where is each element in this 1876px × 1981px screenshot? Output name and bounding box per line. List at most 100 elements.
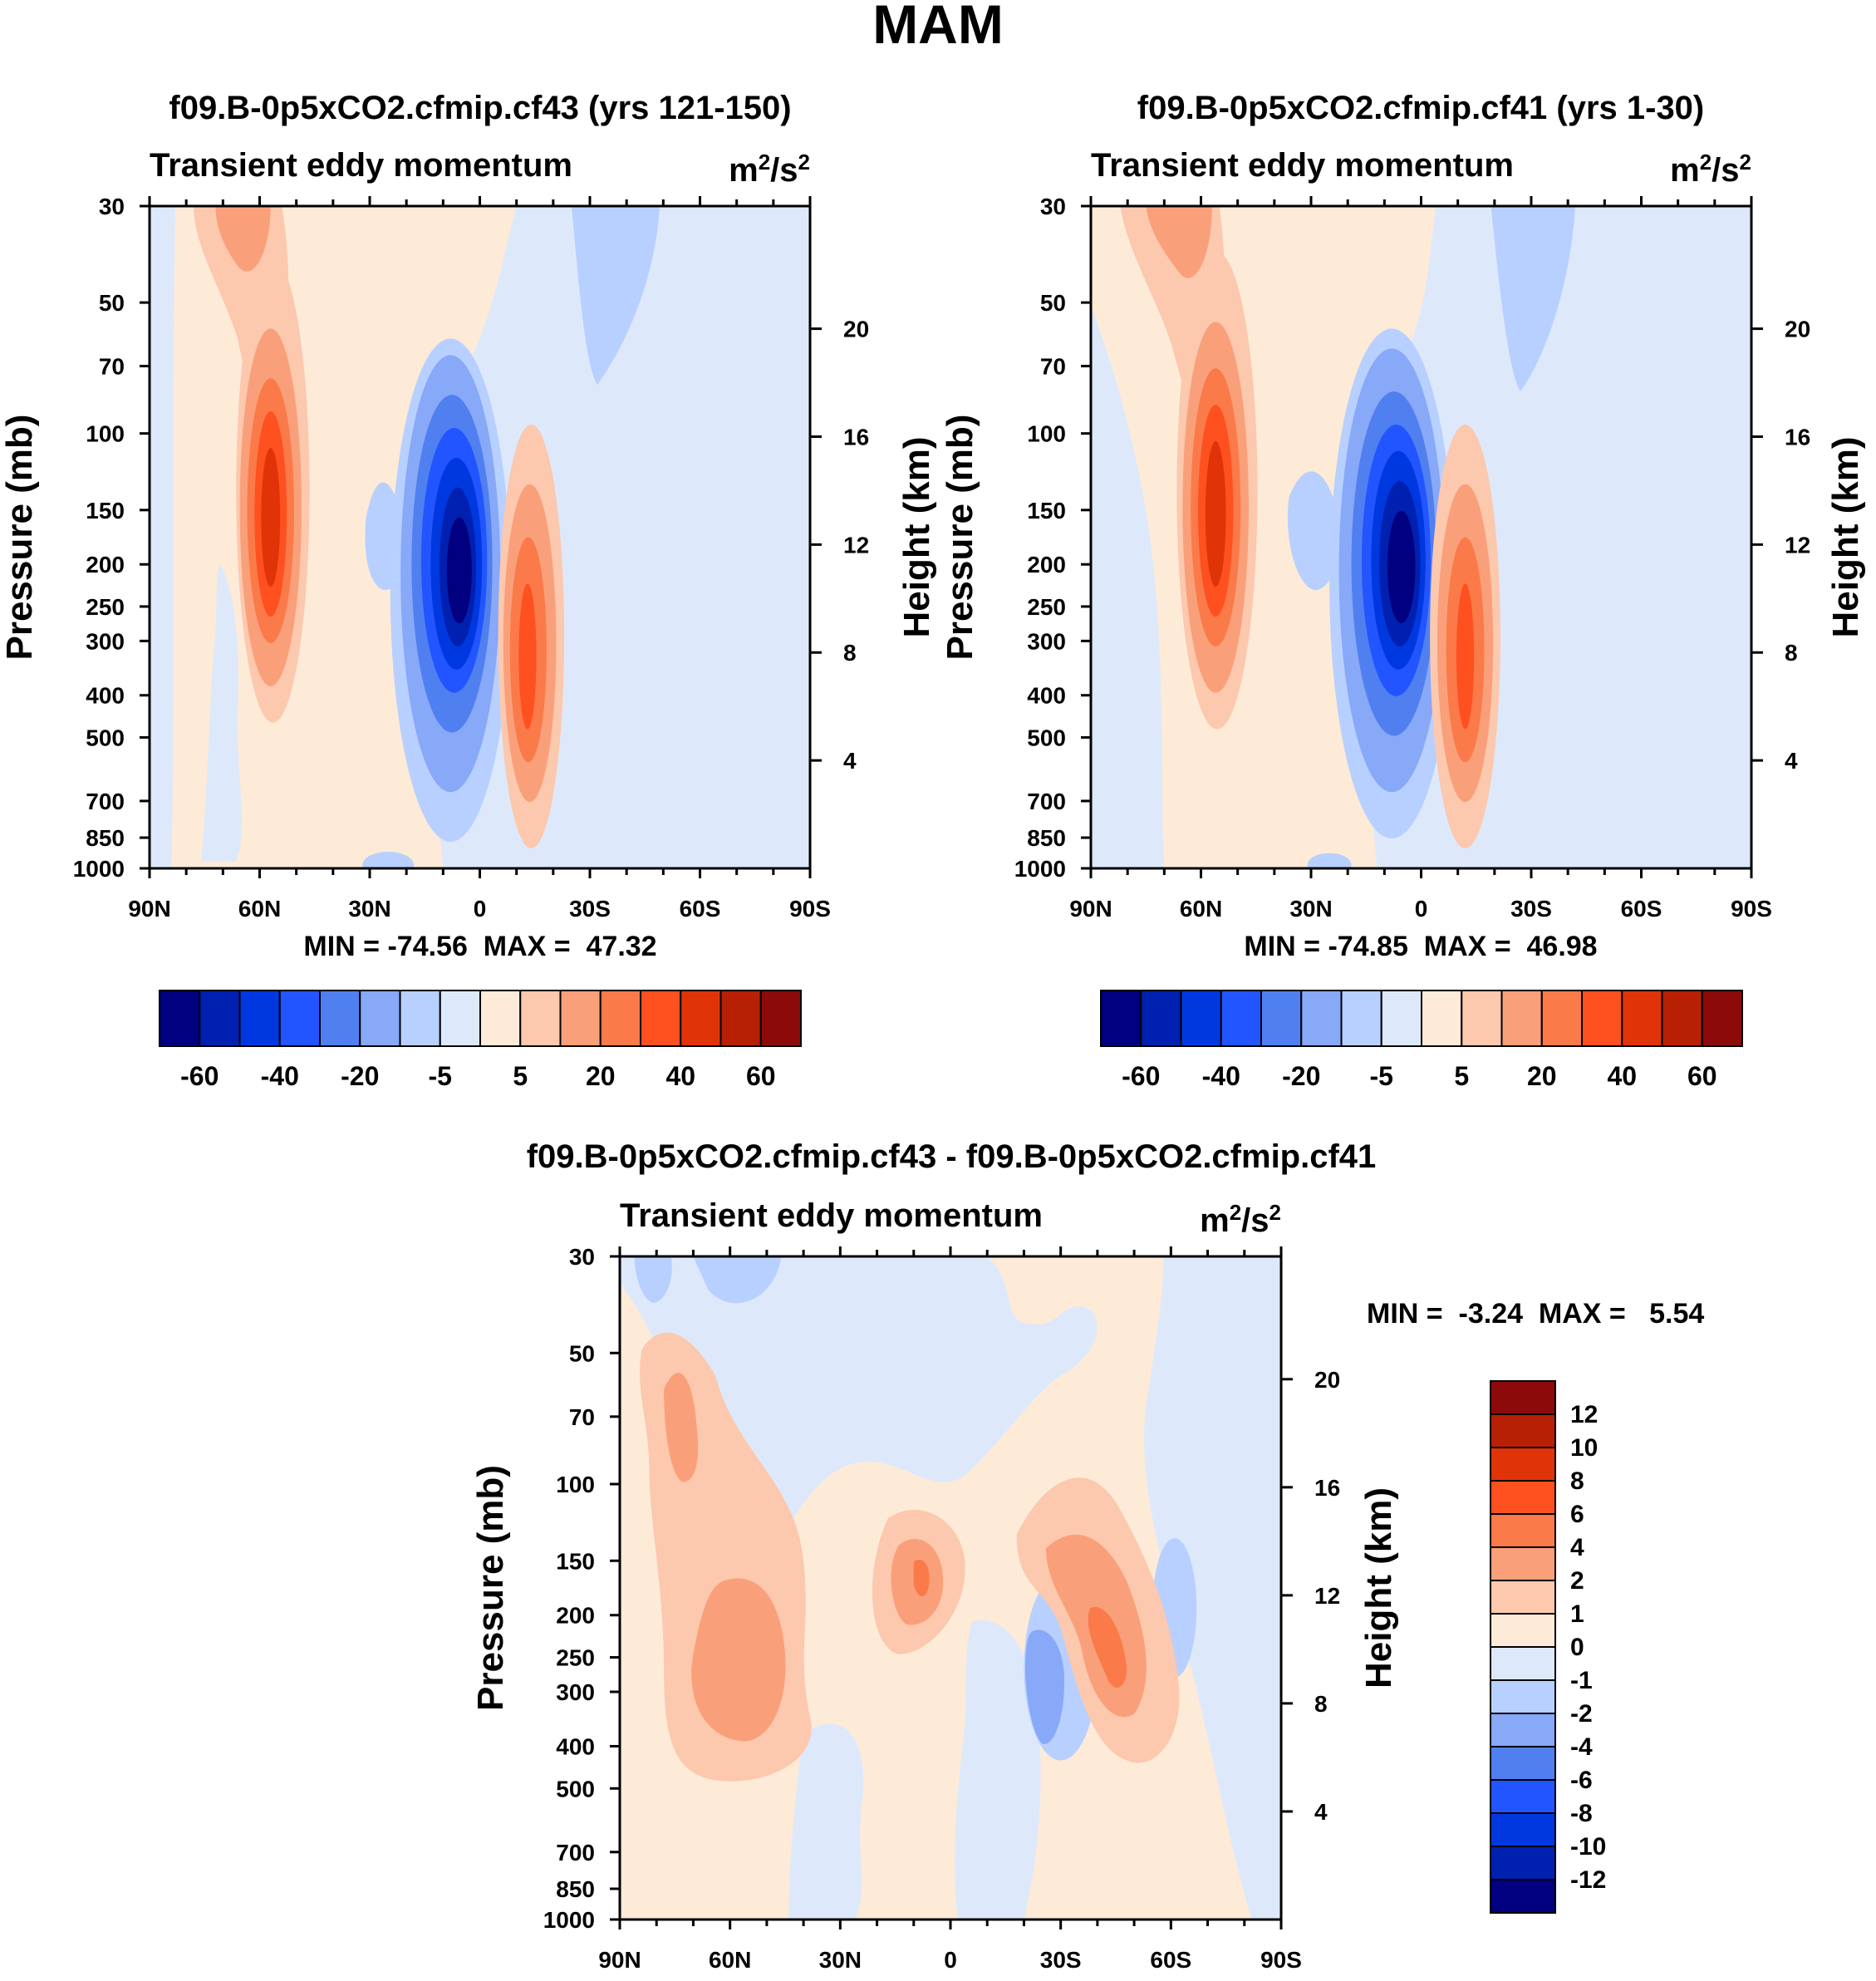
units-part: 2 bbox=[1700, 150, 1711, 175]
panel-2-title: f09.B-0p5xCO2.cfmip.cf41 (yrs 1-30) bbox=[1137, 90, 1705, 126]
pressure-tick-label: 200 bbox=[86, 552, 125, 578]
height-tick-label: 16 bbox=[1314, 1475, 1340, 1501]
colorbar-box bbox=[1490, 1846, 1556, 1880]
lat-tick-label: 90S bbox=[1731, 896, 1772, 922]
units-part: 2 bbox=[1269, 1200, 1281, 1225]
contour-band bbox=[200, 563, 242, 862]
panel-3-units: m2/s2 bbox=[1200, 1200, 1281, 1239]
panel-3-plot bbox=[620, 1256, 1281, 1920]
colorbar-label: -60 bbox=[1122, 1061, 1160, 1091]
panel-2-ylabel-left: Pressure (mb) bbox=[940, 415, 980, 661]
pressure-tick-label: 250 bbox=[1027, 594, 1066, 620]
pressure-tick-label: 100 bbox=[556, 1472, 595, 1497]
units-part: m bbox=[1670, 152, 1700, 189]
panel-2-colorbar: -60 -40 -20 -5 5 20 40 60 bbox=[1100, 990, 1743, 1091]
colorbar-label: -10 bbox=[1570, 1833, 1606, 1861]
lat-tick-label: 60N bbox=[238, 896, 281, 922]
pressure-tick-label: 300 bbox=[1027, 628, 1066, 654]
panel-1-ylabel-right: Height (km) bbox=[896, 437, 937, 638]
colorbar-box bbox=[1100, 990, 1142, 1047]
pressure-tick-label: 500 bbox=[86, 725, 125, 750]
contour-band bbox=[634, 1256, 672, 1303]
panel-1-axes: 30 50 70 100 150 200 250 300 400 500 700 850 1000 20 1… bbox=[73, 194, 869, 922]
lat-tick-label: 60N bbox=[1180, 896, 1222, 922]
colorbar-box bbox=[1461, 990, 1503, 1047]
colorbar-box bbox=[599, 990, 641, 1047]
contour-band bbox=[664, 1373, 699, 1482]
colorbar-box bbox=[1490, 1713, 1556, 1748]
colorbar-box bbox=[199, 990, 241, 1047]
panel-1-units: m2/s2 bbox=[729, 150, 810, 189]
pressure-tick-label: 100 bbox=[1027, 421, 1066, 447]
height-tick-label: 20 bbox=[843, 317, 869, 342]
colorbar-label: 8 bbox=[1570, 1467, 1584, 1495]
panel-2-plot bbox=[1091, 206, 1751, 868]
contour-band bbox=[1456, 583, 1475, 730]
colorbar-label: 5 bbox=[513, 1061, 528, 1091]
panel-3: f09.B-0p5xCO2.cfmip.cf43 - f09.B-0p5xCO2… bbox=[470, 1138, 1704, 1973]
contour-band bbox=[261, 447, 281, 587]
pressure-tick-label: 850 bbox=[556, 1876, 595, 1902]
contour-band bbox=[1490, 206, 1576, 392]
contour-band bbox=[518, 583, 537, 730]
lat-tick-label: 60S bbox=[680, 896, 721, 922]
lat-tick-label: 30N bbox=[1289, 896, 1332, 922]
pressure-tick-label: 30 bbox=[99, 194, 125, 219]
colorbar-box bbox=[680, 990, 722, 1047]
colorbar-box bbox=[1490, 1679, 1556, 1714]
colorbar-box bbox=[319, 990, 361, 1047]
contour-band bbox=[1091, 305, 1165, 868]
lat-tick-label: 60S bbox=[1150, 1947, 1191, 1973]
pressure-tick-label: 70 bbox=[569, 1404, 595, 1430]
colorbar-label: 40 bbox=[1607, 1061, 1637, 1091]
height-tick-label: 4 bbox=[1785, 748, 1798, 774]
colorbar-box bbox=[1490, 1812, 1556, 1847]
panel-2-stats: MIN = -74.85 MAX = 46.98 bbox=[1244, 931, 1597, 962]
height-tick-label: 16 bbox=[843, 424, 869, 450]
colorbar-label: 60 bbox=[746, 1061, 776, 1091]
contour-band bbox=[571, 206, 660, 386]
contour-band bbox=[150, 206, 175, 868]
colorbar-box bbox=[1490, 1413, 1556, 1448]
height-tick-label: 20 bbox=[1785, 317, 1810, 342]
pressure-tick-label: 150 bbox=[86, 498, 125, 524]
pressure-tick-label: 1000 bbox=[73, 856, 125, 882]
pressure-tick-label: 400 bbox=[86, 683, 125, 709]
lat-tick-label: 0 bbox=[474, 896, 487, 922]
colorbar-box bbox=[1490, 1746, 1556, 1781]
pressure-tick-label: 50 bbox=[569, 1340, 595, 1366]
panel-1-title: f09.B-0p5xCO2.cfmip.cf43 (yrs 121-150) bbox=[169, 90, 791, 126]
pressure-tick-label: 1000 bbox=[1014, 856, 1066, 882]
contour-band bbox=[1387, 510, 1416, 624]
pressure-tick-label: 250 bbox=[556, 1645, 595, 1671]
colorbar-label: -2 bbox=[1570, 1700, 1593, 1728]
colorbar-box bbox=[519, 990, 562, 1047]
colorbar-label: 0 bbox=[1570, 1634, 1584, 1661]
contour-band bbox=[1205, 440, 1226, 587]
panel-1-colorbar: -60 -40 -20 -5 5 20 40 60 bbox=[159, 990, 802, 1091]
colorbar-box bbox=[759, 990, 802, 1047]
pressure-tick-label: 300 bbox=[556, 1679, 595, 1705]
units-part: /s bbox=[1711, 152, 1739, 189]
colorbar-box bbox=[1490, 1513, 1556, 1548]
contour-band bbox=[446, 517, 472, 624]
colorbar-box bbox=[439, 990, 481, 1047]
panel-3-title: f09.B-0p5xCO2.cfmip.cf43 - f09.B-0p5xCO2… bbox=[527, 1138, 1377, 1175]
pressure-tick-label: 200 bbox=[1027, 552, 1066, 578]
colorbar-label: 6 bbox=[1570, 1501, 1584, 1528]
panel-1-plot bbox=[150, 206, 810, 868]
panel-3-stats: MIN = -3.24 MAX = 5.54 bbox=[1367, 1298, 1704, 1330]
pressure-tick-label: 200 bbox=[556, 1603, 595, 1629]
panel-1: f09.B-0p5xCO2.cfmip.cf43 (yrs 121-150) T… bbox=[0, 90, 937, 1091]
colorbar-box bbox=[1490, 1380, 1556, 1415]
colorbar-label: -20 bbox=[1282, 1061, 1320, 1091]
units-part: 2 bbox=[759, 150, 770, 175]
colorbar-label: 2 bbox=[1570, 1567, 1584, 1595]
colorbar-box bbox=[1701, 990, 1743, 1047]
colorbar-box bbox=[1490, 1580, 1556, 1615]
pressure-tick-label: 700 bbox=[556, 1840, 595, 1865]
colorbar-label: -5 bbox=[429, 1061, 452, 1091]
colorbar-box bbox=[1540, 990, 1583, 1047]
contour-band bbox=[1287, 471, 1339, 591]
panel-3-ylabel-right: Height (km) bbox=[1358, 1487, 1399, 1689]
